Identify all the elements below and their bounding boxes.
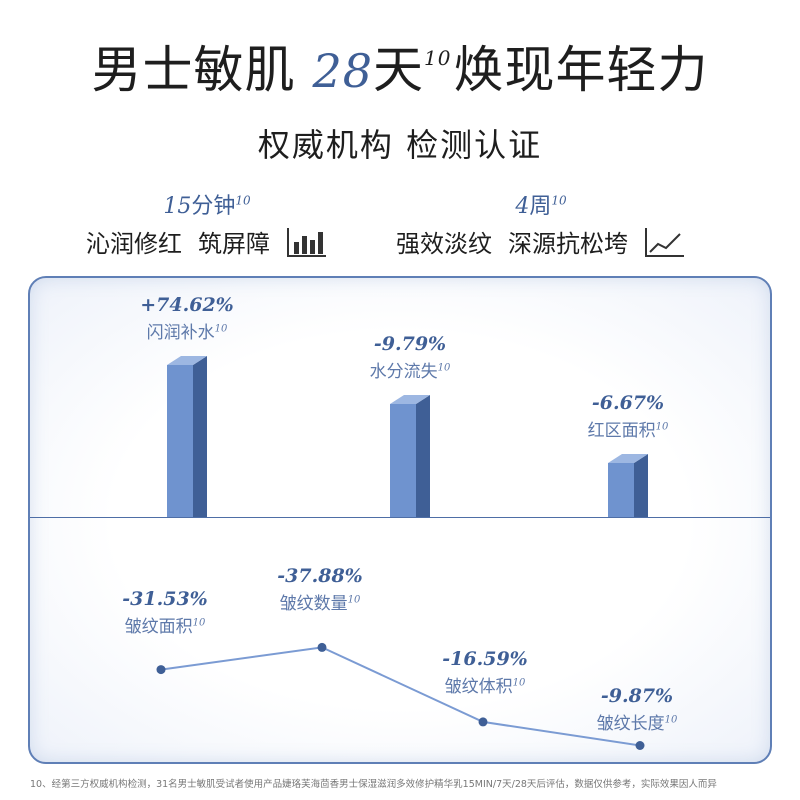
- line-point-0: [156, 665, 166, 675]
- feature-duration: 15分钟10: [86, 188, 328, 220]
- feature-line1: 强效淡纹: [396, 230, 492, 258]
- headline-footnote-mark: 10: [424, 46, 452, 70]
- line-point-label: -31.53% 皱纹面积10: [100, 588, 230, 637]
- feature-footnote-mark: 10: [551, 193, 567, 208]
- bar-value-label: +74.62%: [140, 294, 234, 316]
- line-series: [160, 646, 641, 747]
- headline: 男士敏肌 28天10焕现年轻力: [0, 30, 800, 102]
- feature-duration: 4周10: [396, 188, 686, 220]
- line-category-label: 皱纹体积10: [444, 677, 526, 697]
- bar-0: [167, 356, 207, 517]
- line-point-2: [478, 717, 488, 727]
- feature-line2: 深源抗松垮: [508, 230, 628, 258]
- results-panel: [28, 276, 772, 764]
- feature-footnote-mark: 10: [235, 193, 251, 208]
- feature-line1: 沁润修红: [86, 230, 182, 258]
- bar-value-label: -9.79%: [373, 333, 447, 355]
- feature-15min: 15分钟10 沁润修红 筑屏障: [86, 188, 328, 259]
- feature-duration-unit: 周: [529, 194, 552, 219]
- line-value-label: -31.53%: [122, 588, 208, 610]
- bar-label: -9.79% 水分流失10: [345, 333, 475, 382]
- headline-part1: 男士敏肌: [91, 41, 296, 99]
- line-chart-icon: [645, 227, 684, 257]
- line-value-label: -16.59%: [442, 648, 528, 670]
- bar-label: -6.67% 红区面积10: [563, 392, 693, 441]
- line-point-label: -9.87% 皱纹长度10: [572, 685, 702, 734]
- feature-4weeks: 4周10 强效淡纹 深源抗松垮: [396, 188, 686, 259]
- bar-category-label: 红区面积10: [587, 421, 669, 441]
- bar-chart-icon: [287, 227, 326, 257]
- feature-duration-number: 15: [163, 194, 192, 219]
- feature-duration-number: 4: [515, 194, 530, 219]
- bar-1: [390, 395, 430, 517]
- feature-line2: 筑屏障: [198, 230, 270, 258]
- bar-2: [608, 454, 648, 517]
- headline-part3: 焕现年轻力: [453, 41, 709, 99]
- feature-duration-unit: 分钟: [191, 194, 236, 219]
- bar-category-label: 闪润补水10: [146, 323, 228, 343]
- line-value-label: -9.87%: [600, 685, 674, 707]
- panel-divider: [30, 517, 770, 518]
- bar-label: +74.62% 闪润补水10: [122, 294, 252, 343]
- headline-part2: 天: [373, 41, 424, 99]
- bar-category-label: 水分流失10: [369, 362, 451, 382]
- footnote: 10、经第三方权威机构检测，31名男士敏肌受试者使用产品婕珞芙海茴香男士保湿滋润…: [30, 779, 717, 790]
- subheadline: 权威机构 检测认证: [257, 126, 543, 164]
- line-value-label: -37.88%: [277, 565, 363, 587]
- bar-value-label: -6.67%: [591, 392, 665, 414]
- line-category-label: 皱纹面积10: [124, 617, 206, 637]
- line-point-1: [317, 642, 327, 652]
- line-point-label: -37.88% 皱纹数量10: [255, 565, 385, 614]
- line-point-3: [635, 741, 645, 750]
- line-point-label: -16.59% 皱纹体积10: [420, 648, 550, 697]
- line-category-label: 皱纹数量10: [279, 594, 361, 614]
- line-category-label: 皱纹长度10: [596, 714, 678, 734]
- headline-number: 28: [312, 44, 373, 98]
